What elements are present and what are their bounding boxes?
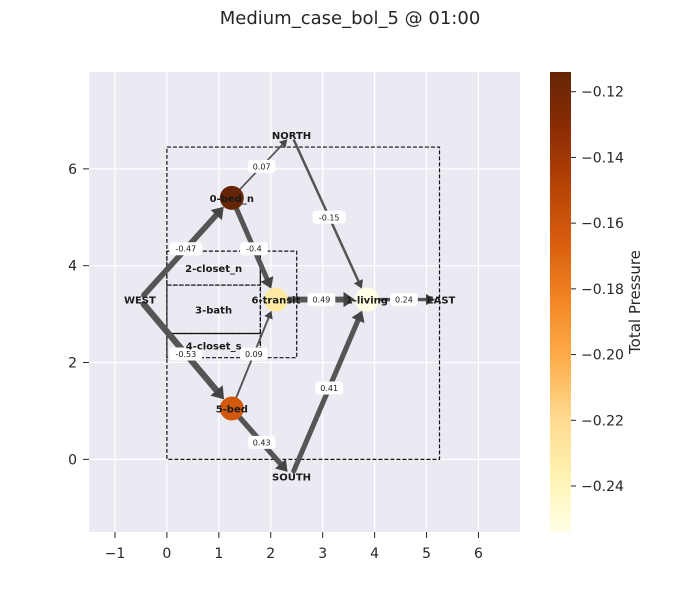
colorbar-tick-label: −0.20 [581,348,624,364]
node-label-2-closet_n: 2-closet_n [185,264,242,275]
edge-label-box [169,347,203,361]
colorbar-tick-label: −0.14 [581,150,624,166]
colorbar-tick-label: −0.18 [581,282,624,298]
chart-title: Medium_case_bol_5 @ 01:00 [219,8,481,29]
edge-label-box [247,159,276,173]
edge-label-box [247,435,276,449]
edge-label: 0.09 [245,350,263,359]
flow-edge [140,301,220,394]
node-label-1-living: 1-living [346,296,388,307]
colorbar-gradient [550,72,571,532]
edge-label-box [239,347,268,361]
colorbar-label: Total Pressure [626,250,644,355]
node-label-NORTH: NORTH [272,131,311,142]
room-outline [166,284,261,335]
label-layer: -0.47 -0.53 0.07 -0.4 0.09 0.43 -0.15 0.49 0.41 0… [124,131,456,483]
y-tick-label: 0 [68,452,77,468]
flow-arrowhead [353,279,363,289]
y-tick-label: 4 [68,259,77,275]
room-outline [259,250,298,359]
node-label-EAST: EAST [427,296,456,307]
flow-edge [291,317,361,474]
x-tick-label: 1 [214,546,223,562]
colorbar: −0.12 −0.14 −0.16 −0.18 −0.20 −0.22 −0.24 Total… [550,72,644,532]
node-1-living [354,287,379,312]
axis-layer: −1 0 1 2 3 4 5 6 0 2 4 6 [68,162,483,562]
edge-label-box [315,381,344,395]
node-5-bed [219,396,244,421]
edge-label: -0.15 [319,213,340,222]
edge-label: -0.53 [175,350,196,359]
edge-label-box [390,293,418,307]
node-label-WEST: WEST [124,296,156,307]
node-label-6-transit: 6-transit [252,296,301,307]
x-tick-label: 0 [162,546,171,562]
edge-label-box [307,293,336,307]
edge-label-box [312,210,346,224]
node-label-SOUTH: SOUTH [272,472,311,483]
edge-label: -0.4 [246,245,262,254]
room-outline [166,146,441,460]
edge-label: 0.49 [312,296,330,305]
edge-label-box [169,242,203,256]
node-label-0-bed_n: 0-bed_n [210,194,254,205]
colorbar-tick-label: −0.22 [581,413,624,429]
x-tick-label: 5 [422,546,431,562]
edge-label: 0.07 [253,162,271,171]
edge-label: -0.47 [175,245,196,254]
edge-label: 0.41 [320,384,338,393]
x-tick-label: 4 [370,546,379,562]
y-tick-label: 6 [68,162,77,178]
x-tick-label: −1 [105,546,126,562]
flow-arrowhead [426,293,436,306]
colorbar-tick-label: −0.16 [581,216,624,232]
x-tick-label: 6 [474,546,483,562]
edge-label: 0.24 [395,296,413,305]
flow-arrowhead [210,206,224,221]
x-tick-label: 2 [266,546,275,562]
edge-label-box [239,242,268,256]
node-0-bed_n [219,185,244,210]
flow-arrowhead [351,310,365,324]
node-label-3-bath: 3-bath [195,305,232,316]
flow-arrowhead [210,385,225,400]
y-tick-label: 2 [68,356,77,372]
flow-arrowhead [343,291,355,308]
node-label-5-bed: 5-bed [216,405,248,416]
x-tick-label: 3 [318,546,327,562]
flow-arrowhead [264,310,273,320]
flow-arrowhead [260,276,274,289]
flow-arrowhead [275,458,288,472]
flow-arrowhead [279,139,288,148]
node-label-4-closet_s: 4-closet_s [186,342,242,353]
colorbar-tick-label: −0.12 [581,85,624,101]
node-layer [219,185,379,421]
room-outline [166,332,261,359]
node-6-transit [263,287,288,312]
edge-label: 0.43 [253,438,271,447]
colorbar-tick-label: −0.24 [581,479,624,495]
